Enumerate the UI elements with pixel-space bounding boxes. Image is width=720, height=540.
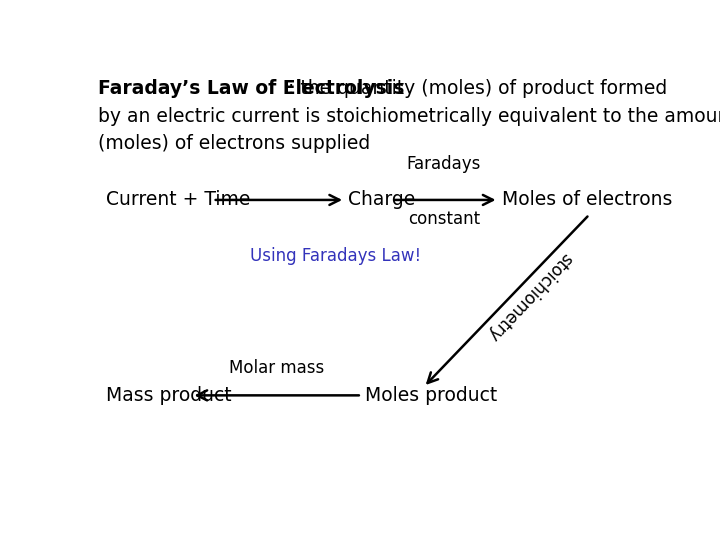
Text: Moles product: Moles product (365, 386, 498, 405)
Text: constant: constant (408, 210, 480, 228)
Text: Molar mass: Molar mass (229, 359, 325, 377)
Text: stoichiometry: stoichiometry (483, 249, 575, 344)
Text: Faradays: Faradays (407, 155, 481, 173)
Text: Current + Time: Current + Time (106, 191, 250, 210)
Text: : the quantity (moles) of product formed: : the quantity (moles) of product formed (288, 79, 667, 98)
Text: Charge: Charge (348, 191, 415, 210)
Text: Moles of electrons: Moles of electrons (502, 191, 672, 210)
Text: (moles) of electrons supplied: (moles) of electrons supplied (99, 134, 371, 153)
Text: Using Faradays Law!: Using Faradays Law! (250, 247, 421, 265)
Text: by an electric current is stoichiometrically equivalent to the amount: by an electric current is stoichiometric… (99, 107, 720, 126)
Text: Faraday’s Law of Electrolysis: Faraday’s Law of Electrolysis (99, 79, 405, 98)
Text: Mass product: Mass product (106, 386, 231, 405)
